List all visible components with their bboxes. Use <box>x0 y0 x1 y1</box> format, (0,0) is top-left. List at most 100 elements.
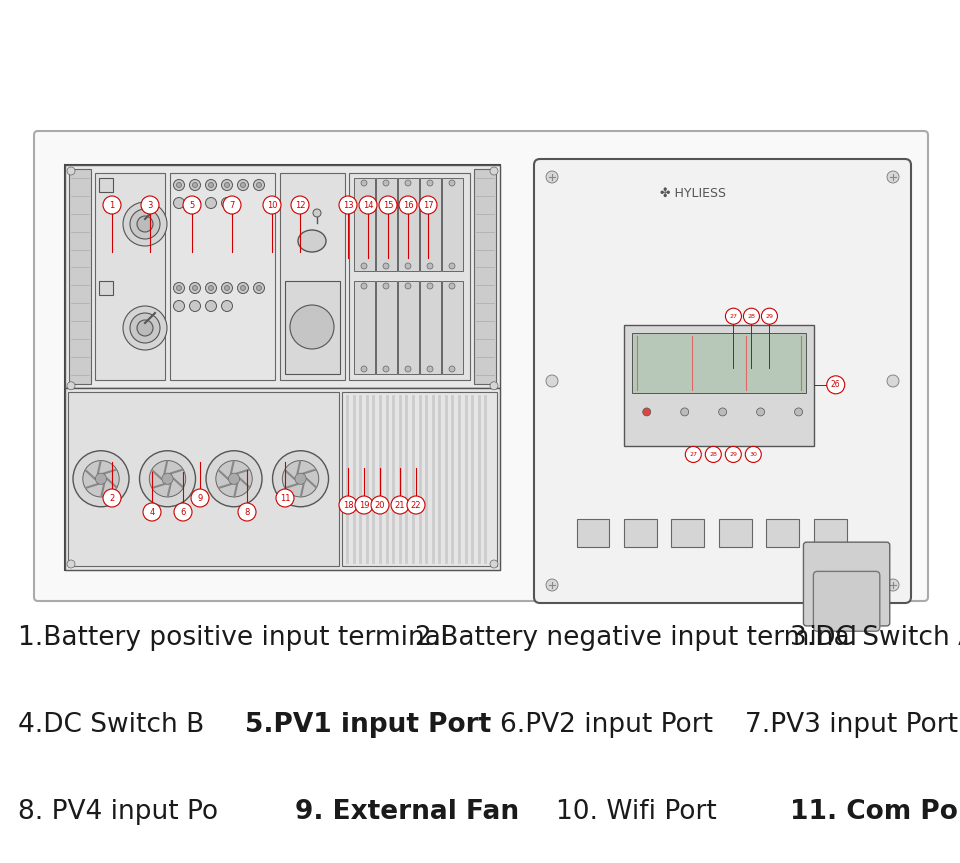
Text: 22: 22 <box>411 501 421 509</box>
Text: 9. External Fan: 9. External Fan <box>295 799 519 825</box>
Circle shape <box>67 167 75 175</box>
Text: 27: 27 <box>730 313 737 318</box>
Bar <box>624 324 814 446</box>
Circle shape <box>238 503 256 521</box>
Circle shape <box>427 283 433 289</box>
Ellipse shape <box>298 230 326 252</box>
Circle shape <box>399 196 417 214</box>
Circle shape <box>295 473 306 484</box>
Circle shape <box>449 263 455 269</box>
Circle shape <box>174 503 192 521</box>
Bar <box>398 178 419 271</box>
Circle shape <box>137 216 153 232</box>
Circle shape <box>123 306 167 350</box>
Text: 29: 29 <box>765 313 774 318</box>
Circle shape <box>237 180 249 191</box>
Circle shape <box>130 209 160 239</box>
Circle shape <box>95 473 107 484</box>
Circle shape <box>706 446 721 463</box>
Bar <box>68 392 339 566</box>
Text: 5.PV1 input Port: 5.PV1 input Port <box>245 712 492 738</box>
Bar <box>354 178 375 271</box>
Text: 27: 27 <box>689 452 697 457</box>
Text: 7: 7 <box>229 200 234 210</box>
Circle shape <box>225 286 229 291</box>
Text: 15: 15 <box>383 200 394 210</box>
Bar <box>442 281 463 374</box>
Circle shape <box>361 263 367 269</box>
Circle shape <box>123 202 167 246</box>
Circle shape <box>371 496 389 514</box>
Circle shape <box>361 283 367 289</box>
Bar <box>474 169 496 384</box>
Circle shape <box>222 198 232 209</box>
Text: 12: 12 <box>295 200 305 210</box>
Bar <box>280 173 345 380</box>
Circle shape <box>743 308 759 324</box>
Text: 8. PV4 input Po: 8. PV4 input Po <box>18 799 218 825</box>
Circle shape <box>383 366 389 372</box>
Text: 21: 21 <box>395 501 405 509</box>
Text: 1: 1 <box>109 200 114 210</box>
Text: 3: 3 <box>147 200 153 210</box>
Circle shape <box>205 180 217 191</box>
Bar <box>99 281 113 295</box>
Text: 2: 2 <box>109 494 114 502</box>
Circle shape <box>490 167 498 175</box>
Bar <box>170 173 275 380</box>
Text: 4.DC Switch B: 4.DC Switch B <box>18 712 204 738</box>
Circle shape <box>222 180 232 191</box>
Circle shape <box>719 408 727 416</box>
Circle shape <box>405 263 411 269</box>
Circle shape <box>189 180 201 191</box>
Circle shape <box>177 286 181 291</box>
Circle shape <box>67 381 75 390</box>
Text: 8: 8 <box>244 507 250 516</box>
Bar <box>69 169 91 384</box>
Circle shape <box>241 286 246 291</box>
Circle shape <box>237 282 249 293</box>
Circle shape <box>162 473 173 484</box>
Circle shape <box>208 286 213 291</box>
Circle shape <box>291 196 309 214</box>
Circle shape <box>83 461 119 497</box>
Circle shape <box>137 320 153 336</box>
Text: 30: 30 <box>750 452 757 457</box>
Circle shape <box>490 560 498 568</box>
Circle shape <box>222 300 232 312</box>
Circle shape <box>745 446 761 463</box>
Bar <box>442 178 463 271</box>
Bar <box>420 281 441 374</box>
Bar <box>354 281 375 374</box>
Text: ✤ HYLIESS: ✤ HYLIESS <box>660 186 727 199</box>
Circle shape <box>887 579 899 591</box>
Circle shape <box>228 473 240 484</box>
Text: 14: 14 <box>363 200 373 210</box>
Circle shape <box>208 182 213 187</box>
Bar <box>671 520 705 547</box>
Circle shape <box>546 375 558 387</box>
Bar <box>99 178 113 192</box>
Bar <box>420 178 441 271</box>
Circle shape <box>263 196 281 214</box>
Text: 6.PV2 input Port: 6.PV2 input Port <box>500 712 713 738</box>
Text: 16: 16 <box>402 200 414 210</box>
Circle shape <box>405 283 411 289</box>
Text: 20: 20 <box>374 501 385 509</box>
Circle shape <box>253 282 265 293</box>
Circle shape <box>193 182 198 187</box>
Text: 7.PV3 input Port: 7.PV3 input Port <box>745 712 958 738</box>
Circle shape <box>643 408 651 416</box>
Text: 9: 9 <box>198 494 203 502</box>
Circle shape <box>130 313 160 343</box>
Circle shape <box>73 450 129 507</box>
Circle shape <box>546 579 558 591</box>
Circle shape <box>174 300 184 312</box>
Circle shape <box>193 286 198 291</box>
Circle shape <box>427 263 433 269</box>
Text: 3.DC Switch A: 3.DC Switch A <box>790 625 960 651</box>
Circle shape <box>490 381 498 390</box>
Text: 4: 4 <box>150 507 155 516</box>
Bar <box>65 165 500 570</box>
Circle shape <box>223 196 241 214</box>
